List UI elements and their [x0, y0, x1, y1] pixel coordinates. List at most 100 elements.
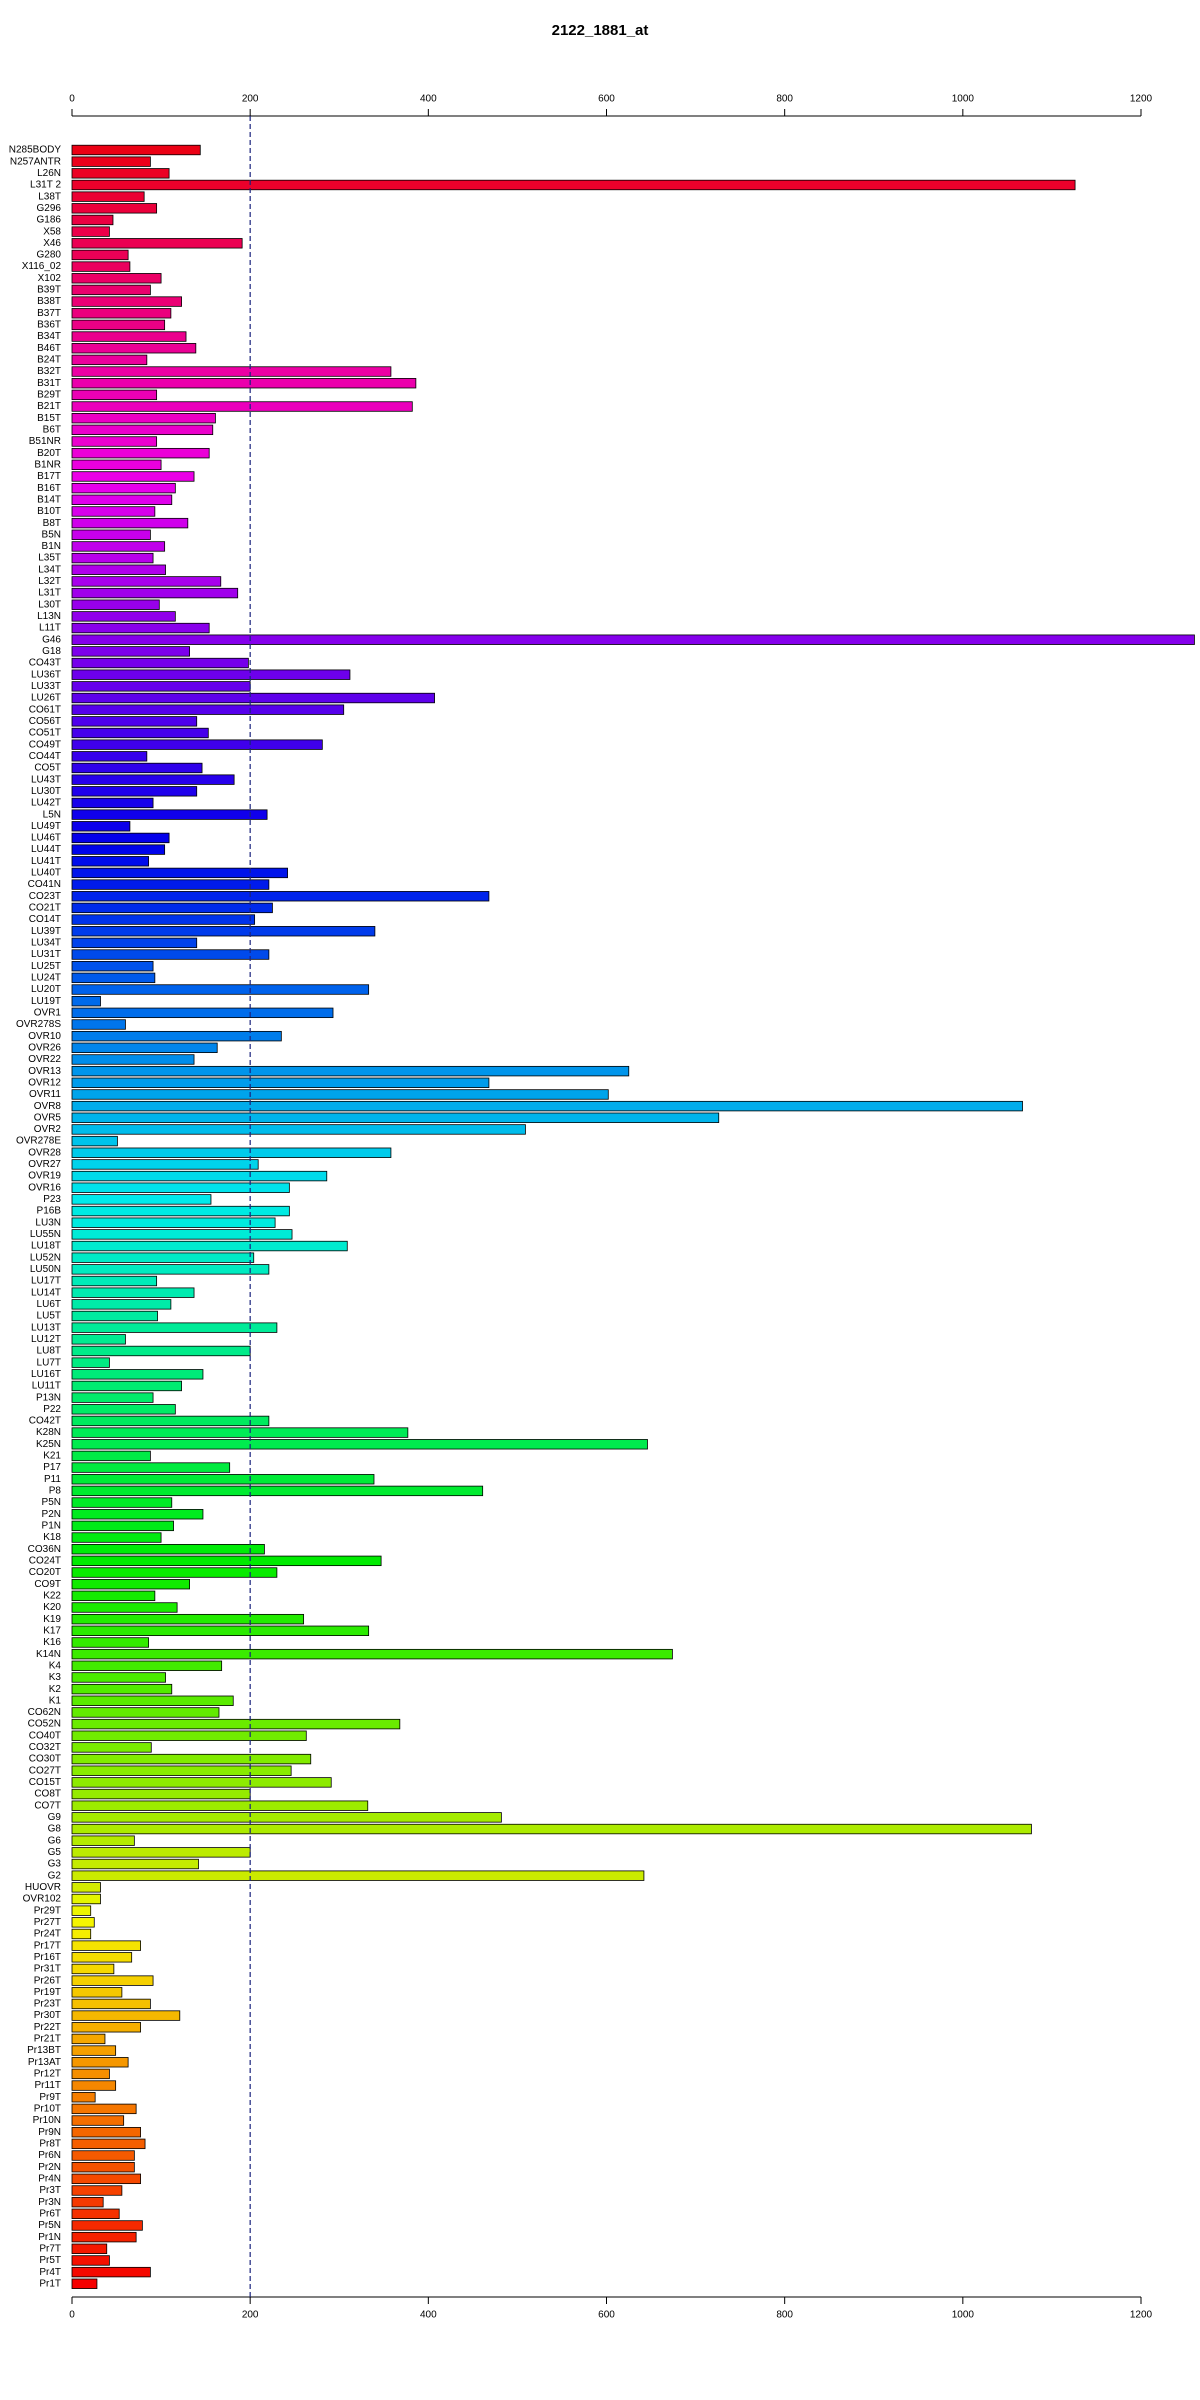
y-tick-label: P1N: [42, 1521, 61, 1532]
y-tick-label: OVR2: [34, 1124, 62, 1135]
bar: [71, 2266, 151, 2278]
bar: [71, 1345, 251, 1357]
bar: [71, 1369, 204, 1380]
y-tick-label: CO15T: [29, 1777, 61, 1788]
y-tick-label: K22: [43, 1590, 61, 1601]
bar: [71, 482, 176, 494]
bar: [71, 144, 201, 156]
y-tick-label: B10T: [37, 506, 61, 517]
y-tick-label: LU31T: [31, 949, 61, 960]
y-tick-label: CO21T: [29, 903, 61, 914]
y-tick-label: OVR8: [34, 1101, 62, 1112]
bar: [71, 1439, 648, 1450]
y-tick-label: CO62N: [28, 1707, 61, 1718]
y-tick-label: B24T: [37, 355, 61, 366]
y-tick-label: Pr8T: [39, 2139, 61, 2150]
bar: [71, 2173, 141, 2185]
bar: [71, 704, 345, 715]
chart-title: 2122_1881_at: [552, 22, 649, 39]
y-tick-label: L38T: [38, 191, 61, 202]
bar: [71, 1987, 123, 1998]
y-tick-label: Pr27T: [34, 1917, 61, 1928]
bar: [71, 1940, 141, 1951]
bar: [71, 1007, 334, 1019]
y-tick-label: B14T: [37, 494, 61, 505]
y-tick-label: CO30T: [29, 1754, 61, 1765]
y-tick-label: G8: [48, 1824, 62, 1835]
y-tick-label: B20T: [37, 448, 61, 459]
x-tick-label: 1000: [952, 2310, 975, 2321]
bar: [71, 576, 222, 587]
bar: [71, 1229, 293, 1240]
bar: [71, 471, 195, 482]
y-tick-label: LU6T: [37, 1299, 61, 1310]
y-tick-label: G2: [48, 1870, 62, 1881]
y-tick-label: LU11T: [32, 1381, 61, 1392]
y-tick-label: Pr1N: [38, 2232, 61, 2243]
y-tick-label: HUOVR: [25, 1882, 61, 1893]
bar: [71, 168, 170, 179]
y-tick-label: Pr7T: [39, 2243, 61, 2254]
bar: [71, 2255, 110, 2266]
bar: [71, 1765, 292, 1776]
bar: [71, 319, 166, 331]
bar: [71, 2092, 96, 2103]
bar: [71, 2115, 125, 2126]
x-tick-label: 400: [420, 2310, 437, 2321]
bar: [71, 1847, 251, 1858]
bar: [71, 1404, 176, 1415]
y-tick-label: K1: [49, 1695, 62, 1706]
y-tick-label: K21: [43, 1451, 61, 1462]
bar: [71, 692, 435, 704]
bar: [71, 1917, 95, 1928]
y-tick-label: Pr6N: [38, 2150, 61, 2161]
bar: [71, 296, 182, 307]
bar: [71, 739, 323, 750]
x-tick-label: 1000: [952, 94, 975, 105]
bar: [71, 1602, 178, 1613]
bar: [71, 517, 189, 529]
y-tick-label: CO40T: [29, 1730, 61, 1741]
bar: [71, 2057, 129, 2068]
bar: [71, 809, 268, 820]
y-tick-label: CO7T: [34, 1800, 61, 1811]
y-tick-label: Pr26T: [34, 1975, 61, 1986]
y-tick-label: Pr22T: [34, 2022, 61, 2033]
bar: [71, 832, 170, 844]
y-tick-label: LU55N: [30, 1229, 61, 1240]
y-tick-label: L5N: [43, 809, 61, 820]
bar: [71, 1100, 1023, 1112]
y-tick-label: Pr3T: [39, 2185, 61, 2196]
y-tick-label: B1NR: [34, 459, 61, 470]
y-tick-label: K3: [49, 1672, 62, 1683]
bar: [71, 1870, 645, 1881]
y-tick-label: B15T: [37, 413, 61, 424]
y-tick-label: B16T: [37, 483, 61, 494]
bar: [71, 1264, 270, 1275]
bar: [71, 1742, 152, 1753]
x-tick-label: 600: [598, 94, 615, 105]
bar: [71, 459, 162, 471]
y-tick-label: CO61T: [29, 704, 61, 715]
bar: [71, 902, 273, 914]
bar: [71, 786, 198, 797]
y-tick-label: LU33T: [31, 681, 61, 692]
bar: [71, 926, 376, 937]
bar: [71, 2185, 123, 2196]
y-tick-label: Pr29T: [34, 1905, 61, 1916]
bar: [71, 1030, 282, 1042]
y-tick-label: LU44T: [31, 844, 61, 855]
bar: [71, 1334, 126, 1345]
y-tick-label: L26N: [37, 168, 61, 179]
y-tick-label: B34T: [37, 331, 61, 342]
bar: [71, 1089, 609, 1100]
y-tick-label: P13N: [36, 1392, 61, 1403]
bar: [71, 1858, 199, 1870]
bar: [71, 1952, 133, 1963]
y-tick-label: K16: [43, 1637, 61, 1648]
y-tick-label: Pr5T: [39, 2255, 61, 2266]
bar: [71, 1590, 156, 1602]
x-tick-label: 200: [242, 2310, 259, 2321]
bar: [71, 1777, 332, 1788]
bar: [71, 2010, 181, 2021]
